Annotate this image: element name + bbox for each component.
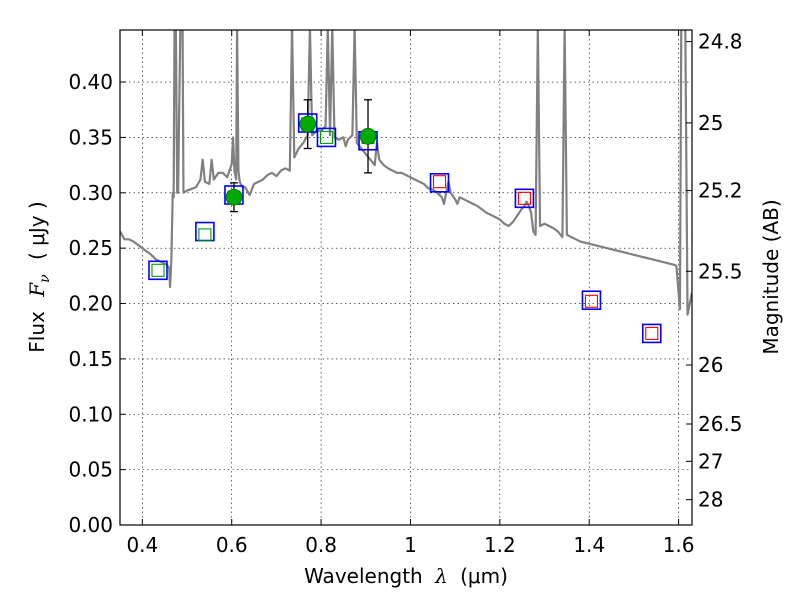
y2-tick-label: 25.5 <box>698 259 743 283</box>
observed-circle-point <box>299 115 317 133</box>
model-photometry-point <box>429 173 450 193</box>
observed-square-point <box>584 294 599 308</box>
plot-frame <box>119 29 693 526</box>
x-tick-label: 1.6 <box>663 533 695 557</box>
y2-tick-label: 27 <box>698 449 723 473</box>
observed-square-point <box>198 228 212 242</box>
x-tick-label: 0.4 <box>126 533 158 557</box>
x-axis-title: Wavelength λ (μm) <box>304 564 508 588</box>
spectrum-line <box>120 30 692 316</box>
y-axis-title: Flux Fν ( μJy ) <box>25 201 54 352</box>
y-tick-label: 0.20 <box>68 292 113 316</box>
model-photometry-point <box>641 323 662 344</box>
observed-square-point <box>319 130 334 144</box>
y2-tick-label: 28 <box>698 488 723 512</box>
x-tick-label: 0.6 <box>216 533 248 557</box>
y2-axis-title: Magnitude (AB) <box>759 199 783 354</box>
y2-tick-label: 26 <box>698 353 723 377</box>
grid <box>120 30 692 526</box>
y-tick-label: 0.35 <box>68 125 113 149</box>
observed-circle-point <box>359 127 377 145</box>
y2-tick-label: 24.8 <box>698 30 743 54</box>
y-tick-label: 0.40 <box>68 70 113 94</box>
y2-tick-label: 25 <box>698 111 723 135</box>
y2-tick-label: 25.2 <box>698 179 743 203</box>
y-tick-label: 0.00 <box>68 513 113 537</box>
model-photometry-point <box>514 188 535 209</box>
y-tick-label: 0.15 <box>68 347 113 371</box>
model-photometry-point <box>581 290 602 311</box>
y2-tick-label: 26.5 <box>698 412 743 436</box>
y-tick-label: 0.05 <box>68 458 113 482</box>
y-tick-label: 0.30 <box>68 181 113 205</box>
x-tick-label: 1.2 <box>484 533 516 557</box>
observed-square-point <box>151 263 165 277</box>
data-layer <box>120 30 692 344</box>
y-tick-label: 0.10 <box>68 402 113 426</box>
model-photometry-point <box>148 260 168 281</box>
observed-square-point <box>517 191 531 205</box>
x-tick-label: 1 <box>404 533 417 557</box>
y-tick-label: 0.25 <box>68 236 113 260</box>
observed-circle-point <box>225 188 243 206</box>
x-tick-label: 1.4 <box>573 533 605 557</box>
x-tick-label: 0.8 <box>305 533 337 557</box>
model-photometry-point <box>316 127 337 148</box>
observed-square-point <box>645 326 659 340</box>
ticks: 0.4 0.6 0.8 1 1.2 1.4 1.6 0.00 0.05 0.10 0.15 0.20 0… <box>68 30 742 557</box>
observed-square-point <box>432 175 447 189</box>
